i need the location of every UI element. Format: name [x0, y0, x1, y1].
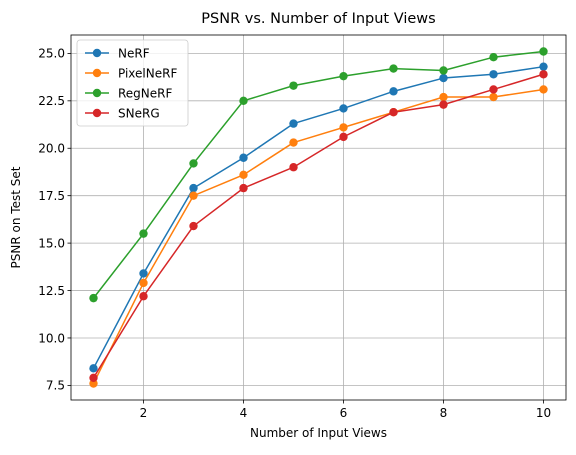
x-tick-label: 10 — [536, 406, 551, 420]
data-point — [289, 163, 298, 172]
legend-swatch-marker — [92, 68, 102, 78]
data-point — [539, 85, 548, 94]
series-snerg — [89, 70, 548, 383]
y-axis-label: PSNR on Test Set — [9, 166, 23, 268]
legend-swatch-marker — [92, 48, 102, 58]
y-tick-label: 15.0 — [38, 236, 65, 250]
data-point — [339, 104, 348, 113]
data-point — [189, 221, 198, 231]
y-tick-label: 22.5 — [38, 94, 65, 108]
data-point — [439, 92, 448, 102]
y-tick-label: 25.0 — [38, 47, 65, 61]
x-axis-label: Number of Input Views — [250, 426, 387, 440]
data-point — [539, 62, 548, 71]
data-point — [339, 71, 348, 81]
legend-label: PixelNeRF — [118, 66, 177, 80]
data-point — [489, 92, 498, 102]
data-point — [189, 159, 198, 168]
grid-lines — [71, 35, 566, 400]
data-point — [239, 170, 248, 180]
x-tick-label: 8 — [440, 406, 448, 420]
data-point — [289, 119, 298, 128]
data-point — [439, 73, 448, 83]
data-point — [239, 183, 248, 193]
legend: NeRF PixelNeRF RegNeRF SNeRG — [76, 39, 189, 127]
plot-area-frame — [70, 34, 567, 401]
data-point — [539, 70, 548, 79]
series-line — [92, 73, 544, 379]
data-point — [539, 47, 548, 56]
series-nerf — [89, 62, 548, 373]
legend-swatch-marker — [92, 108, 102, 118]
data-point — [89, 364, 98, 373]
y-tick-label: 17.5 — [38, 189, 65, 203]
y-tick-label: 10.0 — [38, 331, 65, 345]
legend-frame — [76, 39, 189, 127]
x-tick-label: 6 — [340, 406, 348, 420]
series-line — [92, 50, 544, 299]
data-point — [89, 373, 98, 383]
data-point — [239, 96, 248, 106]
y-tick-label: 7.5 — [46, 379, 65, 393]
y-axis-ticks: 7.5 10.0 12.5 15.0 17.5 20.0 22.5 25.0 — [38, 47, 71, 393]
x-tick-label: 4 — [240, 406, 248, 420]
data-point — [489, 85, 498, 94]
data-point — [389, 108, 398, 117]
data-point — [389, 64, 398, 73]
data-point — [139, 278, 148, 288]
legend-label: SNeRG — [118, 106, 160, 120]
y-tick-label: 12.5 — [38, 284, 65, 298]
data-point — [189, 183, 198, 193]
data-point — [139, 269, 148, 278]
legend-label: NeRF — [118, 46, 150, 60]
series-regnerf — [89, 47, 548, 303]
data-point — [339, 132, 348, 142]
data-point — [389, 87, 398, 96]
data-point — [489, 70, 498, 79]
series-layer — [89, 47, 548, 388]
data-point — [239, 153, 248, 162]
x-tick-label: 2 — [140, 406, 148, 420]
legend-label: RegNeRF — [118, 86, 172, 100]
data-point — [289, 138, 298, 147]
data-point — [489, 52, 498, 62]
series-line — [92, 65, 544, 369]
y-tick-label: 20.0 — [38, 142, 65, 156]
data-point — [289, 81, 298, 90]
data-point — [439, 66, 448, 75]
data-point — [139, 229, 148, 238]
x-axis-ticks: 2 4 6 8 10 — [140, 400, 551, 420]
data-point — [189, 191, 198, 200]
data-point — [139, 292, 148, 301]
data-point — [89, 293, 98, 303]
chart-title: PSNR vs. Number of Input Views — [201, 11, 435, 27]
data-point — [439, 100, 448, 109]
legend-swatch-marker — [92, 88, 102, 98]
data-point — [339, 123, 348, 132]
